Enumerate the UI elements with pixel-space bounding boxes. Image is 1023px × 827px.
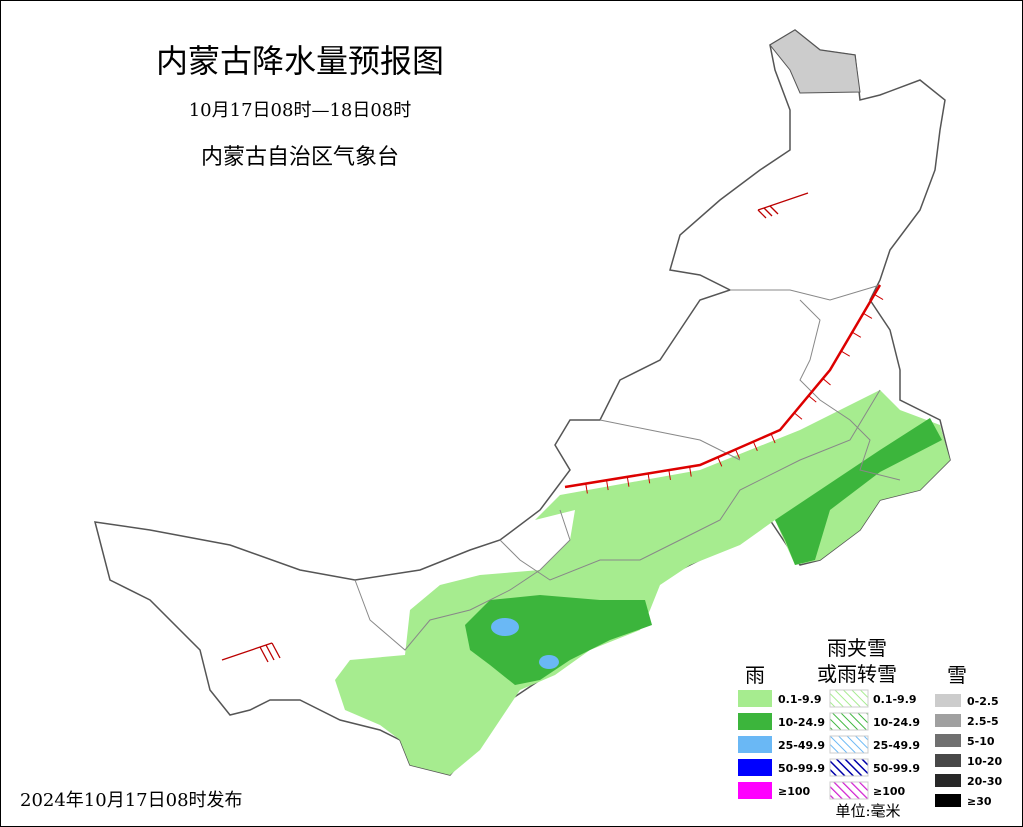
wind-barb [221, 192, 809, 663]
legend-swatch [829, 735, 869, 754]
issuer: 内蒙古自治区气象台 [201, 145, 399, 170]
unit: 单位:毫米 [835, 802, 900, 820]
front-tick [735, 449, 741, 459]
legend-swatch [738, 759, 772, 776]
legend-label: ≥100 [778, 785, 811, 798]
legend-title: 雨夹雪 [827, 636, 887, 660]
legend-swatch [738, 736, 772, 753]
legend-label: 50-99.9 [778, 762, 825, 775]
heavy-rain-area [491, 618, 519, 636]
front-tick [822, 378, 831, 386]
legend-label: 10-20 [967, 755, 1003, 768]
front-tick [585, 483, 588, 494]
front-tick [840, 350, 850, 357]
legend-label: 2.5-5 [967, 715, 999, 728]
light-rain-area [335, 390, 950, 775]
legend-swatch [829, 689, 869, 708]
legend-title: 或雨转雪 [817, 662, 897, 686]
legend-label: 0-2.5 [967, 695, 999, 708]
front-tick [668, 469, 671, 481]
front-tick [793, 412, 803, 420]
front-tick [808, 395, 817, 403]
snow-area [769, 29, 861, 94]
legend-label: 0.1-9.9 [778, 693, 822, 706]
district-borders [354, 284, 901, 651]
legend-swatch [738, 782, 772, 799]
legend-label: 50-99.9 [873, 762, 920, 775]
release-time: 2024年10月17日08时发布 [20, 790, 243, 811]
legend-title: 雨 [745, 663, 765, 687]
legend-label: ≥30 [967, 795, 992, 808]
front-tick [770, 433, 776, 444]
front-tick [851, 331, 862, 338]
front-tick [874, 294, 884, 300]
front-tick [863, 312, 873, 319]
legend-swatch [829, 781, 869, 800]
moderate-rain-area [465, 595, 652, 685]
legend-label: 20-30 [967, 775, 1003, 788]
legend-swatch [829, 712, 869, 731]
legend-label: 25-49.9 [873, 739, 920, 752]
front-tick [626, 476, 630, 487]
front-tick [717, 457, 723, 467]
heavy-rain-area [539, 655, 559, 669]
legend-swatch [738, 690, 772, 707]
legend-label: ≥100 [873, 785, 906, 798]
legend-swatch [935, 794, 961, 807]
legend-swatch [935, 734, 961, 747]
legend-swatch [738, 713, 772, 730]
legend-label: 25-49.9 [778, 739, 825, 752]
front-tick [689, 466, 692, 477]
front-ticks [585, 294, 884, 494]
legend-swatch [829, 758, 869, 777]
front-tick [606, 480, 609, 491]
legend-swatch [935, 694, 961, 707]
period: 10月17日08时—18日08时 [189, 100, 412, 121]
legend-swatch [935, 774, 961, 787]
legend-swatch [935, 754, 961, 767]
front-tick [752, 441, 758, 452]
legend-label: 0.1-9.9 [873, 693, 917, 706]
legend-swatch [935, 714, 961, 727]
front-tick [647, 473, 651, 484]
legend: 0.1-9.9 10-24.9 25-49.9 50-99.9 ≥100 0.1-9.9 1… [738, 689, 1003, 808]
legend-label: 5-10 [967, 735, 995, 748]
legend-label: 10-24.9 [778, 716, 825, 729]
legend-label: 10-24.9 [873, 716, 920, 729]
cold-front [564, 284, 882, 489]
legend-title: 雪 [947, 663, 967, 687]
moderate-rain-area [775, 418, 942, 565]
map-title: 内蒙古降水量预报图 [156, 42, 444, 80]
